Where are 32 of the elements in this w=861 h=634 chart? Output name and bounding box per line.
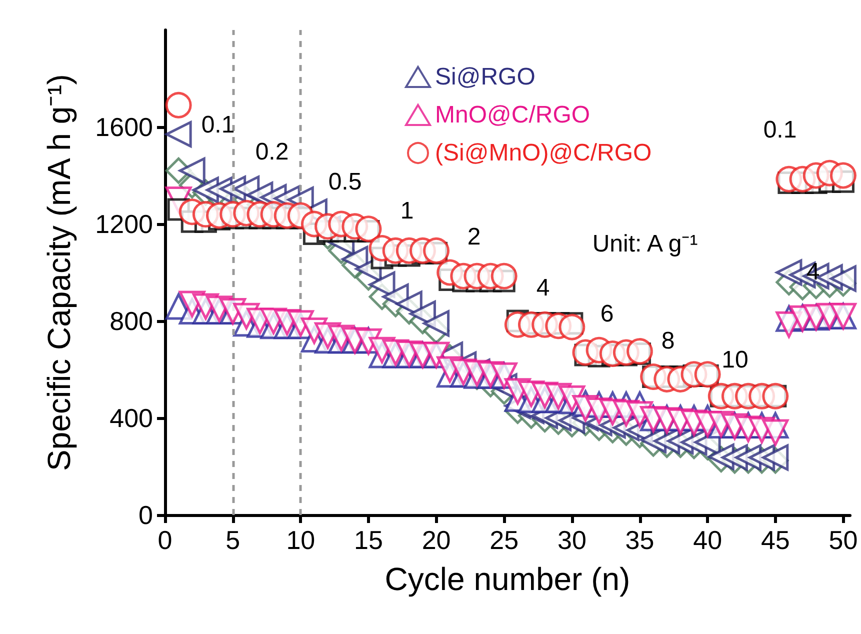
annotation: 0.1 — [201, 112, 235, 138]
y-tick-label: 1200 — [95, 209, 153, 239]
y-tick-label: 1600 — [95, 112, 153, 142]
y-tick-label: 0 — [138, 500, 153, 530]
x-axis-title: Cycle number (n) — [384, 561, 630, 597]
annotation: 4 — [536, 274, 550, 302]
annotation: 8 — [661, 328, 675, 354]
annotation: 0.2 — [255, 138, 289, 166]
annotation: Unit: A g⁻¹ — [592, 230, 698, 258]
x-tick-label: 35 — [625, 525, 654, 555]
annotation: 0.1 — [763, 116, 797, 144]
annotation: 2 — [467, 224, 481, 250]
annotation: 0.5 — [328, 168, 362, 196]
x-tick-label: 15 — [354, 525, 383, 555]
x-tick-label: 0 — [158, 525, 172, 555]
legend-label: MnO@C/RGO — [435, 102, 590, 128]
x-tick-label: 5 — [226, 525, 240, 555]
legend-label: Si@RGO — [435, 64, 536, 90]
annotation: 10 — [722, 346, 748, 374]
y-axis-title: Specific Capacity (mA h g⁻¹) — [41, 74, 77, 471]
y-tick-label: 800 — [110, 306, 153, 336]
y-tick-label: 400 — [110, 403, 153, 433]
annotation: 1 — [400, 198, 414, 224]
x-tick-label: 25 — [490, 525, 519, 555]
legend-label: (Si@MnO)@C/RGO — [435, 140, 652, 166]
x-tick-label: 50 — [828, 525, 858, 555]
x-tick-label: 45 — [760, 525, 790, 555]
x-tick-label: 20 — [422, 525, 451, 555]
x-tick-label: 40 — [693, 525, 722, 555]
x-tick-label: 30 — [557, 525, 586, 555]
x-tick-label: 10 — [286, 525, 316, 555]
annotation: 6 — [600, 300, 614, 328]
